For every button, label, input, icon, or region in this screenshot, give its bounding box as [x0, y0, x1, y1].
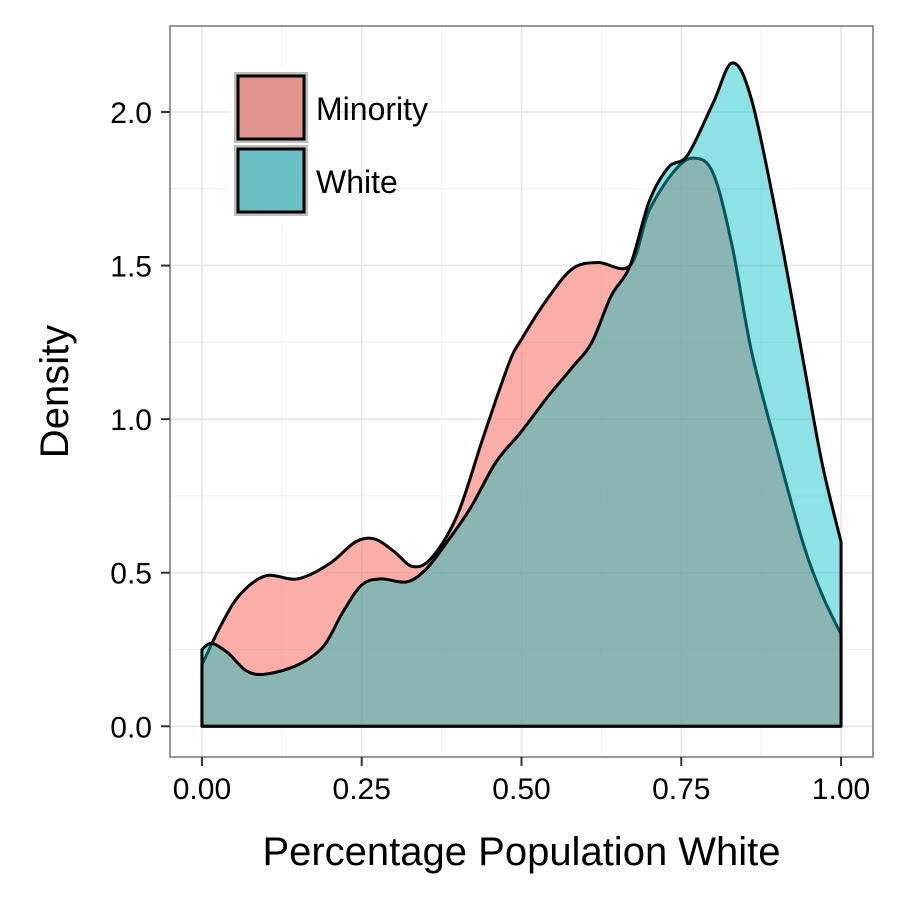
- legend-key-frame: [234, 145, 308, 216]
- legend: Minority White: [228, 66, 428, 221]
- x-tick-label: 0.50: [492, 773, 550, 806]
- x-tick-label: 0.75: [652, 773, 710, 806]
- y-tick-label: 2.0: [110, 97, 152, 130]
- legend-key-swatch: [236, 147, 306, 214]
- y-axis-title: Density: [33, 325, 77, 458]
- density-areas: [200, 61, 843, 728]
- y-axis: 0.0 0.5 1.0 1.5 2.0: [110, 97, 170, 744]
- y-tick-label: 0.0: [110, 711, 152, 744]
- legend-label: White: [316, 164, 398, 200]
- y-tick-label: 0.5: [110, 558, 152, 591]
- x-tick-label: 1.00: [812, 773, 870, 806]
- x-axis-title: Percentage Population White: [262, 830, 780, 874]
- x-tick-label: 0.00: [173, 773, 231, 806]
- y-tick-label: 1.5: [110, 251, 152, 284]
- legend-label: Minority: [316, 91, 428, 127]
- y-tick-label: 1.0: [110, 404, 152, 437]
- legend-key-swatch: [236, 74, 306, 141]
- density-area-white: [200, 61, 843, 728]
- x-axis: 0.00 0.25 0.50 0.75 1.00: [173, 757, 870, 806]
- x-tick-label: 0.25: [333, 773, 391, 806]
